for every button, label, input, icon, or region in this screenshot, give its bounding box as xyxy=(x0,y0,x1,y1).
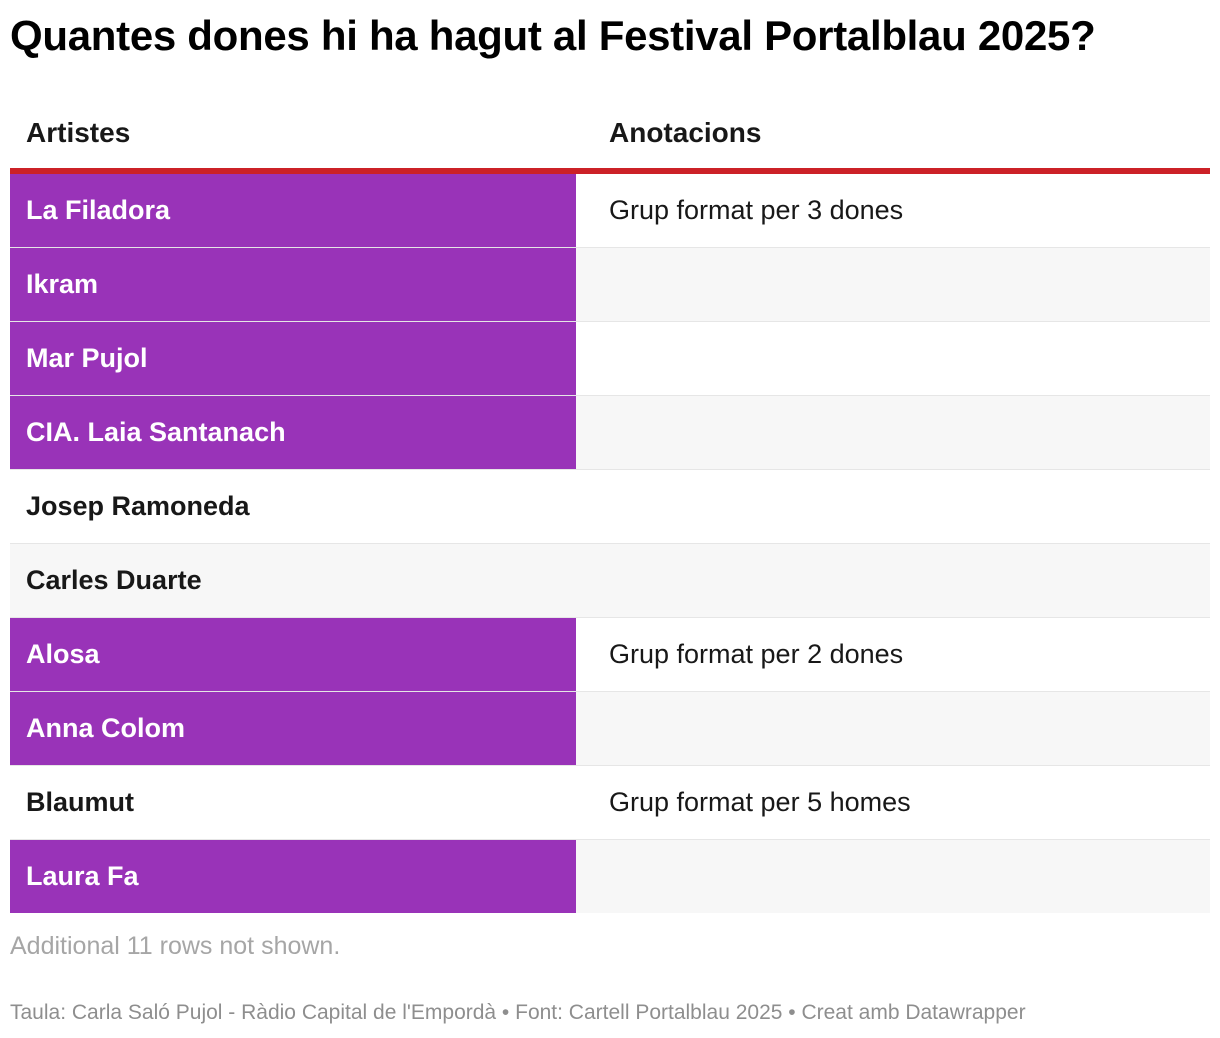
note-cell xyxy=(576,469,1210,544)
chart-container: Quantes dones hi ha hagut al Festival Po… xyxy=(10,0,1210,1024)
artists-table: Artistes Anotacions La Filadora Grup form… xyxy=(10,97,1210,913)
note-cell xyxy=(576,839,1210,913)
note-cell xyxy=(576,395,1210,470)
table-row: La Filadora Grup format per 3 dones xyxy=(10,171,1210,248)
note-cell: Grup format per 2 dones xyxy=(576,617,1210,692)
more-rows-note: Additional 11 rows not shown. xyxy=(10,932,341,960)
table-row: Laura Fa xyxy=(10,839,1210,913)
artist-cell: Laura Fa xyxy=(10,839,576,913)
table-row: Josep Ramoneda xyxy=(10,469,1210,544)
artist-cell: Blaumut xyxy=(10,765,576,840)
note-cell xyxy=(576,543,1210,618)
note-cell: Grup format per 5 homes xyxy=(576,765,1210,840)
table-header-row: Artistes Anotacions xyxy=(10,97,1210,174)
artist-cell: Mar Pujol xyxy=(10,321,576,396)
table-row: Carles Duarte xyxy=(10,543,1210,618)
chart-footer: Taula: Carla Saló Pujol - Ràdio Capital … xyxy=(10,1001,1026,1024)
artist-cell: Alosa xyxy=(10,617,576,692)
note-cell xyxy=(576,321,1210,396)
column-header-artistes[interactable]: Artistes xyxy=(10,97,576,174)
artist-cell: Josep Ramoneda xyxy=(10,469,576,544)
artist-cell: Ikram xyxy=(10,247,576,322)
artist-cell: La Filadora xyxy=(10,171,576,248)
table-row: Ikram xyxy=(10,247,1210,322)
artist-cell: Carles Duarte xyxy=(10,543,576,618)
artist-cell: Anna Colom xyxy=(10,691,576,766)
table-row: Alosa Grup format per 2 dones xyxy=(10,617,1210,692)
note-cell xyxy=(576,691,1210,766)
table-row: Anna Colom xyxy=(10,691,1210,766)
artist-cell: CIA. Laia Santanach xyxy=(10,395,576,470)
note-cell xyxy=(576,247,1210,322)
column-header-anotacions[interactable]: Anotacions xyxy=(576,97,1210,174)
chart-title: Quantes dones hi ha hagut al Festival Po… xyxy=(10,12,1096,59)
table-row: Blaumut Grup format per 5 homes xyxy=(10,765,1210,840)
table-row: Mar Pujol xyxy=(10,321,1210,396)
table-body: La Filadora Grup format per 3 dones Ikram M… xyxy=(10,171,1210,913)
table-row: CIA. Laia Santanach xyxy=(10,395,1210,470)
note-cell: Grup format per 3 dones xyxy=(576,171,1210,248)
